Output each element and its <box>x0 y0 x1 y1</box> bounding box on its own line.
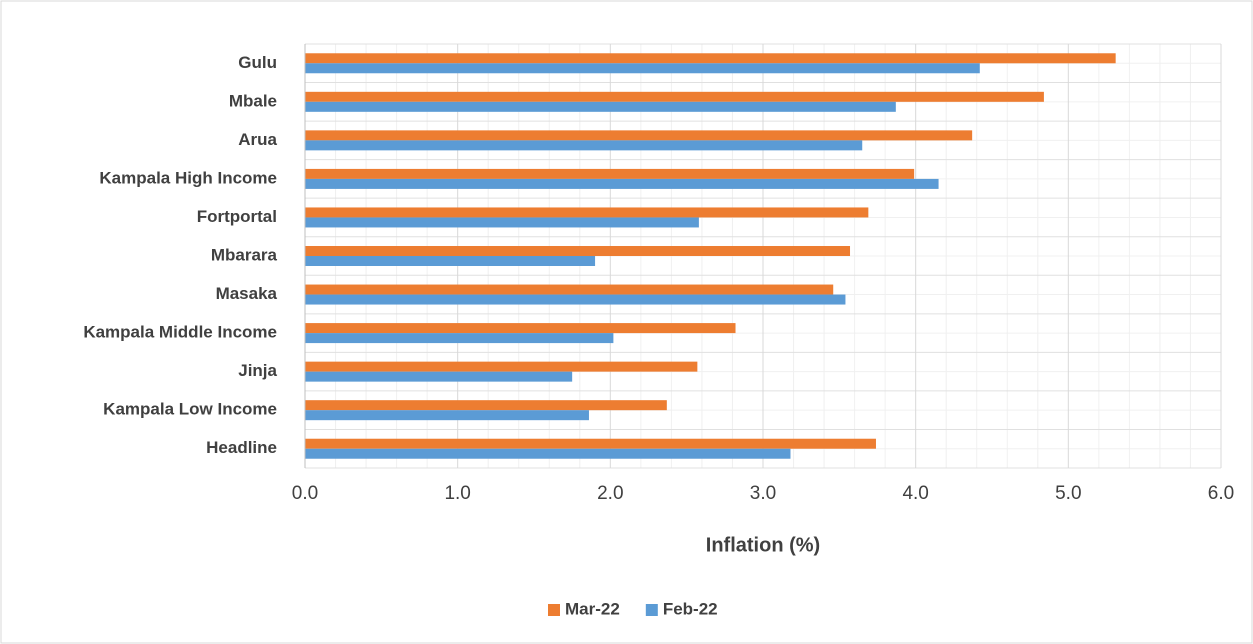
bar <box>305 371 573 382</box>
bar <box>305 168 915 179</box>
bar <box>305 256 596 266</box>
legend-label: Mar-22 <box>565 599 620 618</box>
x-tick-label: 1.0 <box>444 483 470 504</box>
y-tick-label: Fortportal <box>197 207 277 226</box>
bar <box>305 333 614 344</box>
x-tick-label: 2.0 <box>597 483 623 504</box>
bar <box>305 438 876 449</box>
bar <box>305 323 736 334</box>
y-tick-label: Gulu <box>238 53 277 72</box>
bar <box>305 448 791 459</box>
legend-swatch <box>645 604 658 616</box>
bar <box>305 284 834 295</box>
bar <box>305 217 699 228</box>
x-tick-label: 5.0 <box>1055 483 1081 504</box>
bar <box>305 246 851 256</box>
bar <box>305 400 667 411</box>
y-tick-label: Mbarara <box>211 245 278 264</box>
bar <box>305 91 1044 102</box>
x-tick-label: 4.0 <box>902 483 928 504</box>
x-tick-label: 3.0 <box>750 483 776 504</box>
bar <box>305 53 1116 64</box>
bar <box>305 207 869 218</box>
y-tick-label: Arua <box>238 130 277 149</box>
y-tick-label: Kampala Middle Income <box>83 323 277 342</box>
x-tick-label: 6.0 <box>1208 483 1234 504</box>
legend-label: Feb-22 <box>663 599 718 618</box>
bar <box>305 63 980 74</box>
bar <box>305 130 973 141</box>
bar <box>305 294 846 305</box>
bar <box>305 101 896 112</box>
bar <box>305 410 589 421</box>
y-tick-label: Masaka <box>216 284 278 303</box>
y-tick-label: Headline <box>206 438 277 457</box>
bar <box>305 140 863 151</box>
bar <box>305 361 698 372</box>
x-axis-title: Inflation (%) <box>706 534 820 556</box>
y-tick-label: Kampala Low Income <box>103 400 277 419</box>
bar <box>305 178 939 189</box>
y-tick-label: Jinja <box>238 361 277 380</box>
x-tick-label: 0.0 <box>292 483 318 504</box>
legend-swatch <box>548 604 560 616</box>
y-tick-label: Kampala High Income <box>99 168 277 187</box>
y-tick-label: Mbale <box>229 91 277 110</box>
